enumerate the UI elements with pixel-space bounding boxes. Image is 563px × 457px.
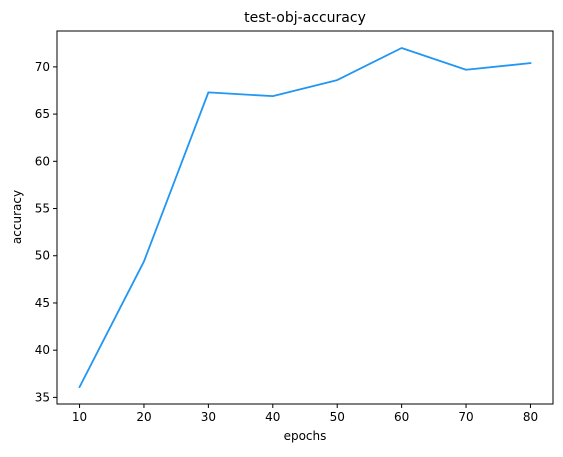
plot-frame [56, 30, 554, 405]
y-tick-label: 70 [35, 60, 50, 74]
y-tick-label: 35 [35, 390, 50, 404]
x-tick-label: 20 [136, 410, 151, 424]
x-tick-label: 60 [394, 410, 409, 424]
data-point [465, 69, 467, 71]
y-tick-label: 50 [35, 249, 50, 263]
x-axis: 10 20 30 40 50 60 70 80 [72, 404, 538, 424]
data-point [78, 386, 80, 388]
x-tick-label: 30 [201, 410, 216, 424]
data-point [336, 79, 338, 81]
y-tick-label: 65 [35, 107, 50, 121]
y-tick-label: 40 [35, 343, 50, 357]
plot-area [78, 47, 532, 389]
series-line [78, 47, 532, 389]
y-axis-label: accuracy [10, 190, 24, 244]
x-axis-label: epochs [284, 429, 327, 443]
data-point [529, 62, 531, 64]
y-tick-label: 45 [35, 296, 50, 310]
data-point [272, 95, 274, 97]
chart-title: test-obj-accuracy [244, 10, 366, 26]
y-tick-label: 60 [35, 154, 50, 168]
data-point [143, 260, 145, 262]
x-tick-label: 80 [523, 410, 538, 424]
x-tick-label: 50 [330, 410, 345, 424]
data-point [207, 91, 209, 93]
x-tick-label: 10 [72, 410, 87, 424]
x-tick-label: 40 [265, 410, 280, 424]
y-axis: 35 40 45 50 55 60 65 70 [35, 60, 57, 404]
x-tick-label: 70 [458, 410, 473, 424]
y-tick-label: 55 [35, 202, 50, 216]
data-point [400, 47, 402, 49]
